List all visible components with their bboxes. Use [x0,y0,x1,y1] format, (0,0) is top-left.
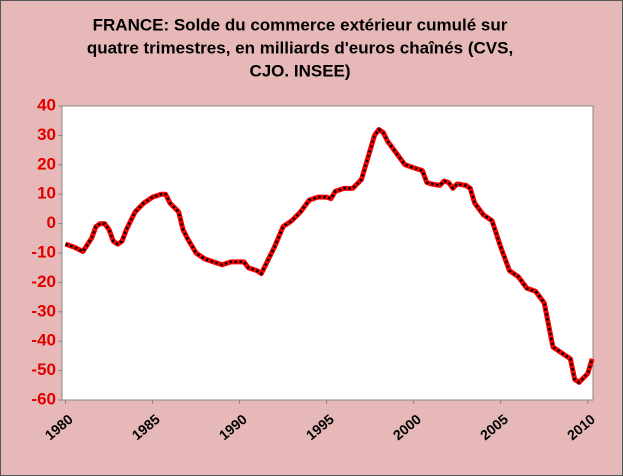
chart-title: quatre trimestres, en milliards d'euros … [87,38,513,57]
y-tick-label: -20 [31,272,56,291]
y-tick-label: 40 [37,95,56,114]
y-tick-label: -50 [31,360,56,379]
plot-area [61,105,594,401]
y-tick-label: -30 [31,301,56,320]
line-dots [65,127,594,384]
y-tick-label: 0 [47,213,56,232]
chart-title: CJO. INSEE) [249,61,350,80]
y-tick-label: 30 [37,125,56,144]
y-tick-label: -60 [31,389,56,408]
y-tick-label: 20 [37,154,56,173]
chart-title: FRANCE: Solde du commerce extérieur cumu… [93,15,508,34]
y-tick-label: -10 [31,242,56,261]
y-tick-label: -40 [31,331,56,350]
y-tick-label: 10 [37,184,56,203]
